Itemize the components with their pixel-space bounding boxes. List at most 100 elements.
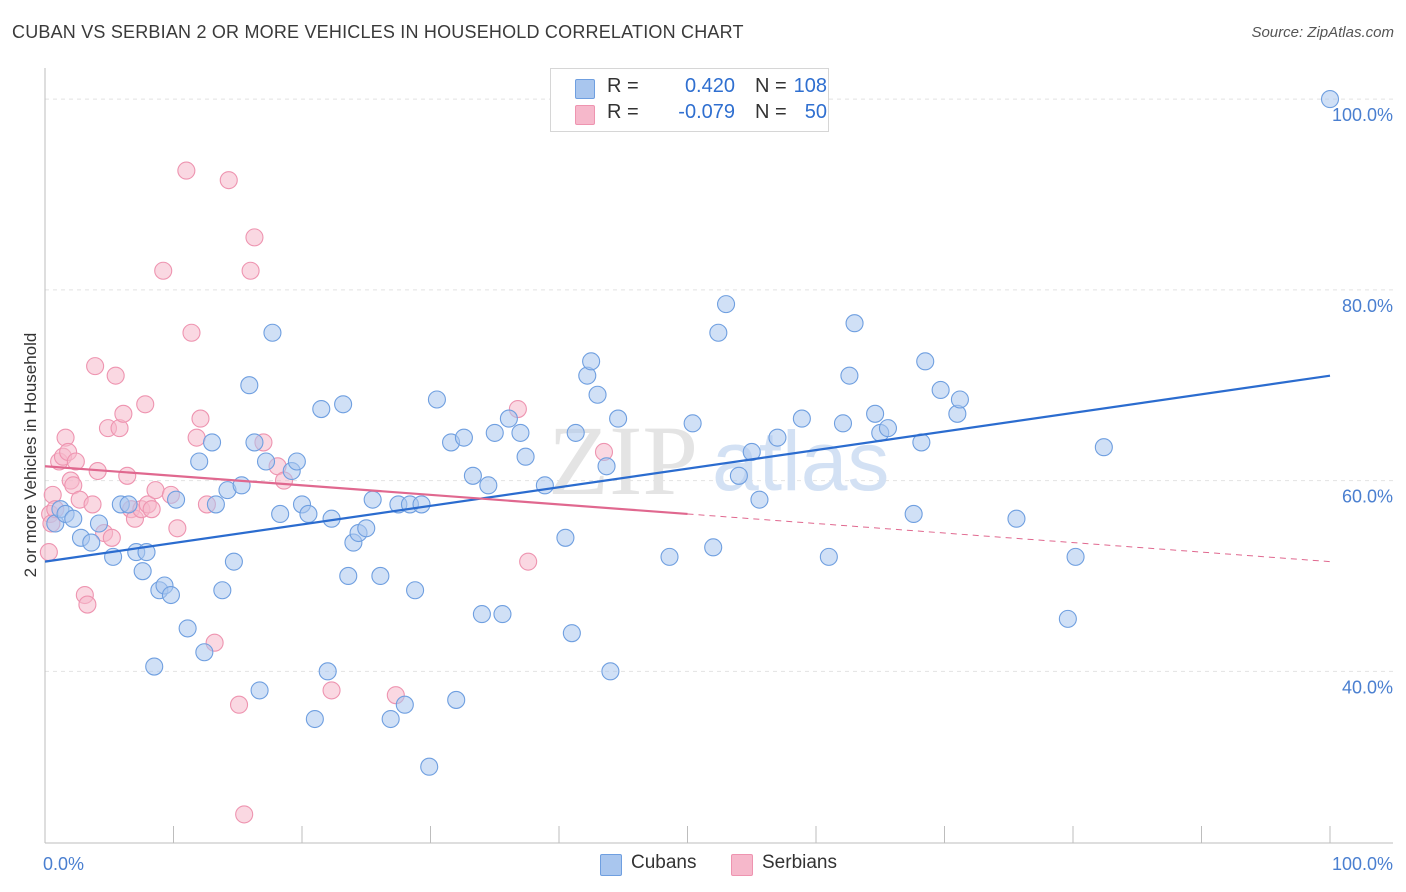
cuban-point xyxy=(190,452,209,471)
source-label: Source: ZipAtlas.com xyxy=(1251,24,1394,41)
cuban-point xyxy=(556,528,575,547)
cuban-point xyxy=(516,447,535,466)
serbians-legend-swatch xyxy=(731,854,753,876)
y-tick-label: 40.0% xyxy=(1342,677,1393,697)
cuban-point xyxy=(1094,438,1113,457)
cuban-point xyxy=(819,547,838,566)
cuban-point xyxy=(263,323,282,342)
cuban-point xyxy=(256,452,276,471)
correlation-legend: R = 0.420 N = 108 R = -0.079 N = 50 xyxy=(550,68,829,132)
serbian-point xyxy=(182,323,201,342)
cuban-point xyxy=(1058,609,1077,628)
legend-r-value: -0.079 xyxy=(678,101,735,123)
serbian-point xyxy=(136,395,155,414)
serbian-point xyxy=(177,161,196,180)
legend-r-value: 0.420 xyxy=(684,75,735,97)
legend-n-label: N = xyxy=(755,101,787,123)
legend-n-label: N = xyxy=(755,75,787,97)
cubans-legend-swatch xyxy=(600,854,622,876)
cuban-point xyxy=(485,423,504,442)
serbian-point xyxy=(154,261,173,280)
trend-lines xyxy=(44,374,1331,563)
axes xyxy=(44,68,1393,844)
serbian-point xyxy=(106,366,125,385)
serbian-point xyxy=(235,805,254,824)
cubans-trend-line xyxy=(44,374,1331,563)
cuban-point xyxy=(447,690,466,709)
cuban-point xyxy=(609,409,628,428)
cuban-point xyxy=(916,352,935,371)
serbian-point xyxy=(142,500,161,519)
cuban-point xyxy=(178,619,197,638)
legend-r-label: R = xyxy=(607,75,639,97)
cuban-point xyxy=(240,376,259,395)
cuban-point xyxy=(588,385,607,404)
cuban-point xyxy=(866,404,885,423)
cuban-point xyxy=(535,476,554,495)
cuban-point xyxy=(224,552,243,571)
serbian-point xyxy=(168,519,187,538)
cuban-point xyxy=(363,490,382,509)
cuban-point xyxy=(250,681,269,700)
cuban-point xyxy=(213,581,232,600)
y-axis-label: 2 or more Vehicles in Household xyxy=(21,333,40,578)
cuban-point xyxy=(511,423,530,442)
cuban-point xyxy=(357,519,376,538)
cuban-point xyxy=(454,428,473,447)
serbians-swatch xyxy=(575,105,595,125)
serbian-point xyxy=(114,404,133,423)
serbian-point xyxy=(83,495,102,514)
x-tick-label: 100.0% xyxy=(1332,854,1393,874)
cuban-point xyxy=(305,709,324,729)
grid-lines xyxy=(45,98,1393,672)
cuban-point xyxy=(931,380,950,400)
cuban-point xyxy=(203,433,222,452)
legend-n-value: 108 xyxy=(793,75,827,97)
y-tick-label: 60.0% xyxy=(1342,487,1393,507)
cuban-point xyxy=(420,757,439,776)
serbian-point xyxy=(146,481,165,500)
x-tick-labels: 0.0% 100.0% xyxy=(43,854,1393,874)
legend-n-value: 50 xyxy=(804,101,827,123)
serbian-point xyxy=(245,228,264,247)
cuban-point xyxy=(145,657,164,676)
cuban-point xyxy=(683,414,702,433)
cuban-point xyxy=(845,314,864,333)
series-legend: Cubans Serbians xyxy=(0,852,1406,878)
serbian-point xyxy=(519,552,538,571)
serbians-legend-label: Serbians xyxy=(762,852,837,873)
serbian-point xyxy=(118,466,137,485)
cuban-point xyxy=(904,504,923,524)
serbian-point xyxy=(219,171,238,190)
cuban-point xyxy=(792,409,811,428)
cuban-point xyxy=(562,624,581,643)
cuban-point xyxy=(499,409,518,428)
cuban-point xyxy=(463,466,482,485)
cuban-point xyxy=(412,495,431,514)
cubans-points xyxy=(46,90,1340,776)
cuban-point xyxy=(878,419,898,438)
serbian-point xyxy=(187,428,206,447)
serbian-point xyxy=(241,261,260,280)
cuban-point xyxy=(287,452,306,471)
cuban-point xyxy=(566,423,585,442)
cuban-point xyxy=(312,399,331,419)
cuban-point xyxy=(479,476,498,495)
cuban-point xyxy=(119,495,138,514)
serbian-point xyxy=(191,409,210,428)
chart-title: CUBAN VS SERBIAN 2 OR MORE VEHICLES IN H… xyxy=(12,22,744,42)
cuban-point xyxy=(1066,547,1085,566)
cuban-point xyxy=(729,466,748,485)
cuban-point xyxy=(840,366,859,385)
cuban-point xyxy=(704,538,723,557)
cuban-point xyxy=(601,662,620,681)
cuban-point xyxy=(133,562,152,581)
cuban-point xyxy=(1320,90,1340,109)
serbian-point xyxy=(229,695,249,714)
cuban-point xyxy=(716,295,736,314)
cuban-point xyxy=(582,352,601,371)
cuban-point xyxy=(493,605,512,624)
cuban-point xyxy=(167,490,186,509)
y-tick-label: 100.0% xyxy=(1332,105,1393,125)
